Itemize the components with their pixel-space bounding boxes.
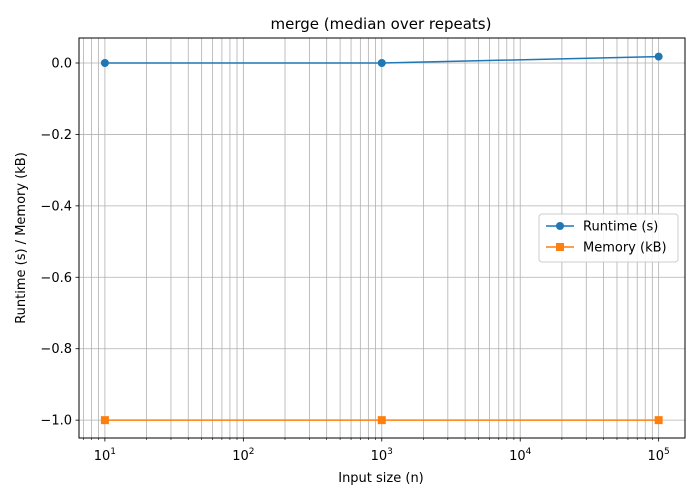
grid: [79, 38, 685, 438]
y-tick-label: −1.0: [40, 414, 72, 429]
runtime-point: [654, 52, 663, 61]
x-tick-label: 104: [509, 447, 532, 464]
runtime-point: [377, 59, 386, 67]
legend-label: Runtime (s): [583, 220, 658, 235]
y-tick-label: −0.6: [40, 271, 72, 286]
y-tick-label: −0.2: [40, 128, 72, 143]
legend-marker: [556, 222, 564, 230]
x-tick-label: 103: [371, 447, 393, 464]
legend-marker: [556, 243, 564, 251]
runtime-point: [100, 59, 109, 67]
chart-title: merge (median over repeats): [271, 15, 492, 33]
y-tick-label: 0.0: [51, 57, 72, 72]
memory-point: [377, 416, 386, 425]
y-tick-label: −0.4: [40, 199, 72, 214]
x-tick-label: 105: [648, 447, 670, 464]
legend: Runtime (s) Memory (kB): [538, 213, 679, 263]
ticks: 101 102 103 104 105 0.0 −0.2 −0.4 −0.6 −0.8 −1.0: [40, 57, 669, 465]
x-tick-label: 102: [232, 447, 254, 464]
memory-point: [654, 416, 663, 425]
y-axis-label: Runtime (s) / Memory (kB): [14, 152, 29, 324]
x-tick-label: 101: [94, 447, 116, 464]
legend-label: Memory (kB): [583, 241, 667, 256]
memory-point: [100, 416, 109, 425]
series-group: [100, 52, 663, 425]
x-axis-label: Input size (n): [338, 471, 424, 486]
y-tick-label: −0.8: [40, 342, 72, 357]
